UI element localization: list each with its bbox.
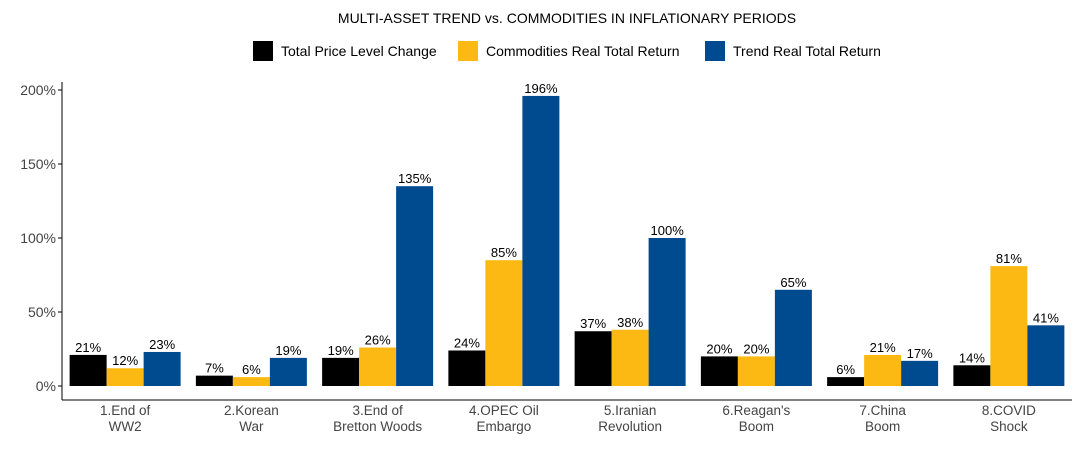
data-label: 12%: [112, 353, 138, 368]
y-tick-label: 200%: [20, 82, 56, 98]
bar: [106, 368, 144, 386]
bar: [700, 356, 738, 386]
data-label: 85%: [491, 245, 517, 260]
bar: [737, 356, 775, 386]
legend-label: Total Price Level Change: [281, 43, 437, 59]
data-label: 14%: [959, 350, 985, 365]
bar: [864, 354, 902, 386]
bar: [827, 377, 865, 386]
x-tick-label: 5.Iranian: [604, 403, 657, 418]
x-tick-label: Shock: [990, 419, 1028, 434]
x-tick-label: 1.End of: [100, 403, 151, 418]
bar: [648, 238, 686, 386]
x-tick-label: Embargo: [476, 419, 531, 434]
x-tick-label: Boom: [739, 419, 774, 434]
bar: [774, 289, 812, 386]
data-label: 19%: [328, 343, 354, 358]
data-label: 6%: [836, 362, 855, 377]
data-label: 26%: [365, 333, 391, 348]
bar: [953, 365, 991, 386]
data-label: 41%: [1033, 310, 1059, 325]
bar: [901, 360, 939, 386]
x-tick-label: 6.Reagan's: [722, 403, 790, 418]
bar: [322, 357, 360, 386]
x-tick-label: 3.End of: [352, 403, 403, 418]
data-label: 100%: [651, 223, 685, 238]
legend: Total Price Level Change Commodities Real…: [253, 41, 881, 61]
legend-label: Commodities Real Total Return: [486, 43, 680, 59]
data-label: 20%: [706, 341, 732, 356]
x-tick-label: Revolution: [598, 419, 662, 434]
bar: [232, 377, 270, 386]
x-tick-label: 7.China: [859, 403, 906, 418]
data-label: 23%: [149, 337, 175, 352]
chart-title: MULTI-ASSET TREND vs. COMMODITIES IN INF…: [338, 10, 796, 26]
bar: [522, 95, 560, 387]
data-labels: 21% 12% 23% 7% 6% 19% 19% 26% 135% 24% 85% 196% 37% 3…: [75, 81, 1059, 377]
data-label: 38%: [617, 315, 643, 330]
x-tick-label: Boom: [865, 419, 900, 434]
y-tick-label: 0%: [36, 378, 56, 394]
y-tick-label: 150%: [20, 156, 56, 172]
bar: [69, 354, 107, 386]
legend-swatch: [253, 41, 273, 61]
legend-swatch: [458, 41, 478, 61]
data-label: 17%: [907, 346, 933, 361]
x-tick-label: 4.OPEC Oil: [469, 403, 539, 418]
data-label: 20%: [743, 341, 769, 356]
bars: [69, 95, 1065, 387]
data-label: 37%: [580, 316, 606, 331]
data-label: 6%: [242, 362, 261, 377]
bar: [359, 347, 397, 386]
data-label: 21%: [75, 340, 101, 355]
bar: [448, 350, 486, 386]
bar: [574, 331, 612, 386]
x-tick-label: WW2: [109, 419, 142, 434]
data-label: 21%: [870, 340, 896, 355]
legend-label: Trend Real Total Return: [733, 43, 881, 59]
data-label: 81%: [996, 251, 1022, 266]
x-tick-label: War: [239, 419, 264, 434]
bar: [269, 357, 307, 386]
bar: [195, 375, 233, 386]
data-label: 135%: [398, 171, 432, 186]
data-label: 65%: [780, 275, 806, 290]
bar: [396, 186, 434, 386]
data-label: 7%: [205, 361, 224, 376]
bar: [611, 329, 649, 386]
data-label: 19%: [275, 343, 301, 358]
bar: [1027, 325, 1065, 386]
x-tick-label: 8.COVID: [982, 403, 1036, 418]
y-tick-label: 100%: [20, 230, 56, 246]
y-axis: 0% 50% 100% 150% 200%: [20, 82, 63, 400]
data-label: 24%: [454, 335, 480, 350]
x-tick-label: 2.Korean: [224, 403, 279, 418]
data-label: 196%: [524, 81, 558, 96]
bar: [485, 260, 523, 386]
bar: [143, 351, 181, 386]
legend-swatch: [705, 41, 725, 61]
x-tick-label: Bretton Woods: [333, 419, 422, 434]
y-tick-label: 50%: [28, 304, 56, 320]
bar: [990, 266, 1028, 386]
